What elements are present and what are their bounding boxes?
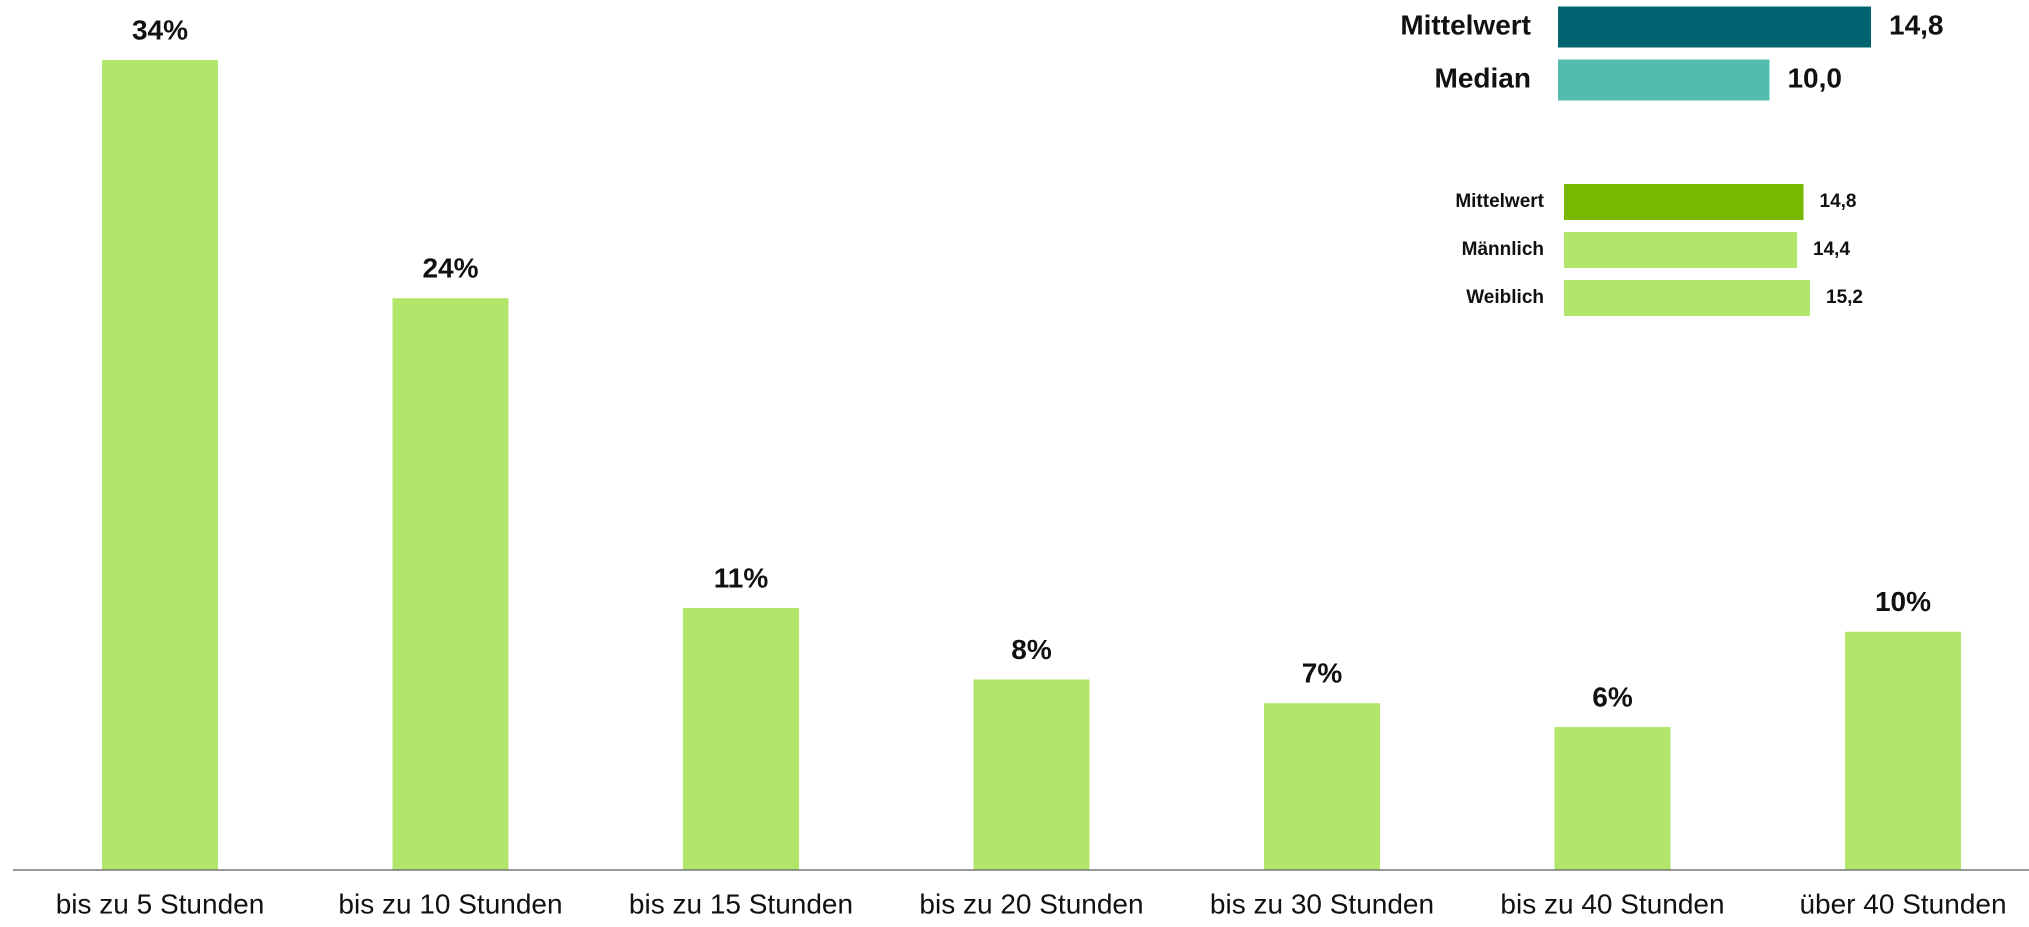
bar: [1558, 59, 1770, 101]
value-label: 14,8: [1820, 191, 1857, 212]
x-tick-label: bis zu 15 Stunden: [629, 888, 853, 919]
category-label: Mittelwert: [1455, 191, 1544, 212]
bar: [1264, 703, 1380, 870]
bar: [1564, 280, 1810, 316]
value-label: 8%: [1011, 634, 1052, 665]
x-tick-label: bis zu 30 Stunden: [1210, 888, 1434, 919]
category-label: Mittelwert: [1400, 9, 1531, 40]
category-label: Weiblich: [1466, 287, 1544, 308]
bar: [102, 60, 218, 870]
value-label: 14,8: [1889, 9, 1944, 40]
value-label: 10%: [1875, 586, 1931, 617]
bar: [1558, 6, 1871, 48]
value-label: 15,2: [1826, 287, 1863, 308]
bar: [683, 607, 799, 870]
value-label: 7%: [1302, 658, 1343, 689]
bar: [1564, 184, 1804, 220]
x-tick-label: über 40 Stunden: [1799, 888, 2006, 919]
x-tick-label: bis zu 10 Stunden: [338, 888, 562, 919]
value-label: 34%: [132, 14, 188, 45]
bar: [1554, 727, 1671, 870]
x-tick-label: bis zu 20 Stunden: [919, 888, 1143, 919]
bar: [1845, 631, 1961, 870]
bar: [392, 298, 509, 870]
value-label: 14,4: [1813, 239, 1850, 260]
bar: [1564, 232, 1798, 268]
value-label: 24%: [422, 253, 478, 284]
value-label: 6%: [1592, 681, 1633, 712]
value-label: 10,0: [1787, 62, 1842, 93]
category-label: Männlich: [1462, 239, 1544, 260]
value-label: 11%: [714, 562, 769, 593]
x-tick-label: bis zu 40 Stunden: [1500, 888, 1724, 919]
bar: [973, 679, 1090, 870]
x-tick-label: bis zu 5 Stunden: [56, 888, 265, 919]
category-label: Median: [1435, 62, 1531, 93]
